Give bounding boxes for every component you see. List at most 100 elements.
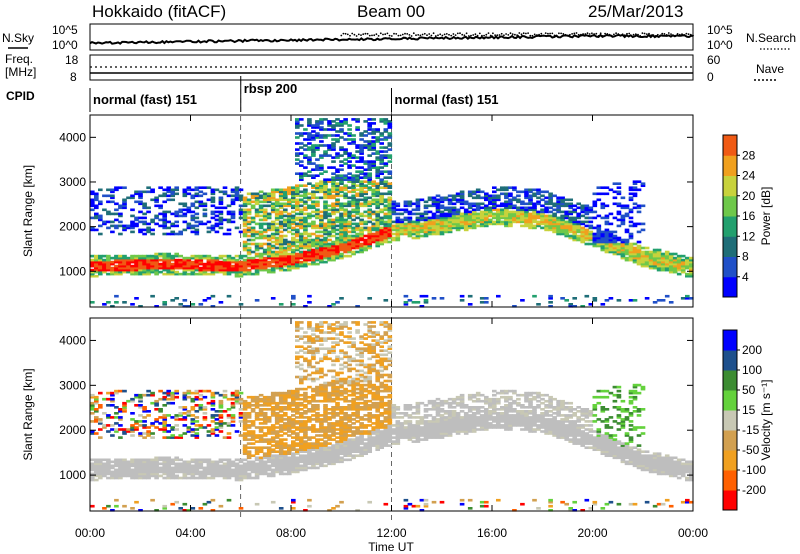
power-cell bbox=[359, 222, 364, 226]
power-cell bbox=[303, 216, 308, 220]
power-cell bbox=[287, 216, 292, 220]
velocity-cell bbox=[303, 404, 308, 407]
power-cell bbox=[467, 224, 473, 228]
power-cell bbox=[323, 242, 328, 246]
velocity-cell bbox=[283, 438, 288, 441]
velocity-cell bbox=[307, 504, 312, 508]
power-cell bbox=[632, 256, 638, 260]
power-cell bbox=[311, 192, 316, 196]
velocity-cell bbox=[94, 416, 99, 419]
velocity-cell bbox=[246, 476, 252, 480]
power-cell bbox=[110, 268, 115, 272]
colorbar-tick-label: 16 bbox=[742, 209, 756, 223]
power-cell bbox=[270, 232, 276, 236]
power-cell bbox=[166, 194, 172, 198]
velocity-cell bbox=[258, 472, 264, 476]
power-cell bbox=[226, 260, 232, 264]
power-cell bbox=[307, 250, 312, 254]
power-cell bbox=[218, 226, 224, 230]
power-cell bbox=[274, 242, 280, 246]
power-cell bbox=[608, 250, 614, 254]
power-cell bbox=[520, 208, 525, 212]
colorbar-segment bbox=[723, 276, 737, 298]
power-cell bbox=[102, 270, 107, 274]
power-cell bbox=[311, 242, 316, 246]
power-cell bbox=[130, 196, 135, 200]
power-cell bbox=[427, 216, 433, 220]
power-cell bbox=[504, 216, 509, 220]
power-cell bbox=[331, 138, 336, 141]
velocity-cell bbox=[190, 472, 196, 476]
velocity-cell bbox=[150, 498, 155, 502]
power-cell bbox=[447, 200, 453, 204]
nsearch-point bbox=[599, 32, 602, 35]
power-cell bbox=[162, 188, 168, 192]
velocity-cell bbox=[323, 373, 328, 377]
power-cell bbox=[226, 232, 232, 236]
velocity-cell bbox=[299, 464, 304, 468]
velocity-cell bbox=[218, 424, 224, 427]
velocity-cell bbox=[118, 466, 123, 470]
power-cell bbox=[178, 230, 184, 234]
power-cell bbox=[274, 238, 280, 242]
power-cell bbox=[174, 266, 180, 270]
power-cell bbox=[94, 214, 99, 218]
power-cell bbox=[355, 216, 360, 220]
velocity-cell bbox=[214, 422, 220, 425]
power-cell bbox=[218, 222, 224, 226]
power-cell bbox=[500, 220, 505, 224]
power-cell bbox=[592, 202, 598, 206]
velocity-cell bbox=[174, 416, 180, 419]
power-cell bbox=[335, 198, 340, 202]
power-cell bbox=[299, 172, 304, 176]
power-cell bbox=[375, 184, 381, 188]
power-cell bbox=[496, 196, 501, 200]
power-cell bbox=[242, 254, 248, 258]
power-cell bbox=[556, 204, 561, 208]
power-cell bbox=[685, 272, 690, 276]
velocity-cell bbox=[154, 399, 159, 403]
power-cell bbox=[584, 206, 590, 210]
velocity-cell bbox=[234, 393, 240, 397]
power-cell bbox=[355, 118, 360, 121]
power-cell bbox=[475, 224, 481, 228]
power-cell bbox=[640, 256, 646, 260]
velocity-cell bbox=[90, 458, 95, 462]
power-cell bbox=[138, 216, 143, 220]
power-cell bbox=[484, 192, 489, 196]
power-cell bbox=[202, 204, 208, 208]
power-cell bbox=[367, 182, 373, 186]
nsearch-point bbox=[432, 32, 435, 35]
power-cell bbox=[311, 176, 316, 180]
power-cell bbox=[335, 228, 340, 232]
power-cell bbox=[114, 260, 119, 264]
power-cell bbox=[234, 262, 240, 266]
power-cell bbox=[295, 194, 300, 198]
power-cell bbox=[576, 238, 582, 242]
power-cell bbox=[379, 238, 385, 242]
velocity-cell bbox=[295, 466, 300, 470]
velocity-cell bbox=[218, 472, 224, 476]
velocity-cell bbox=[110, 466, 115, 470]
power-cell bbox=[311, 232, 316, 236]
power-cell bbox=[270, 266, 276, 270]
power-cell bbox=[307, 246, 312, 250]
power-cell bbox=[246, 222, 252, 226]
power-cell bbox=[568, 220, 574, 224]
velocity-cell bbox=[315, 406, 320, 409]
velocity-cell bbox=[130, 464, 135, 468]
nsearch-point bbox=[415, 34, 417, 37]
power-cell bbox=[395, 236, 401, 240]
power-cell bbox=[331, 146, 336, 149]
power-cell bbox=[110, 272, 115, 276]
power-cell bbox=[355, 240, 360, 244]
power-cell bbox=[383, 198, 389, 202]
power-cell bbox=[291, 204, 296, 208]
velocity-cell bbox=[110, 416, 115, 419]
velocity-cell bbox=[274, 462, 280, 466]
power-cell bbox=[375, 234, 381, 238]
power-cell bbox=[274, 236, 280, 240]
power-cell bbox=[270, 236, 276, 240]
velocity-cell bbox=[303, 462, 308, 466]
power-cell bbox=[122, 266, 127, 270]
